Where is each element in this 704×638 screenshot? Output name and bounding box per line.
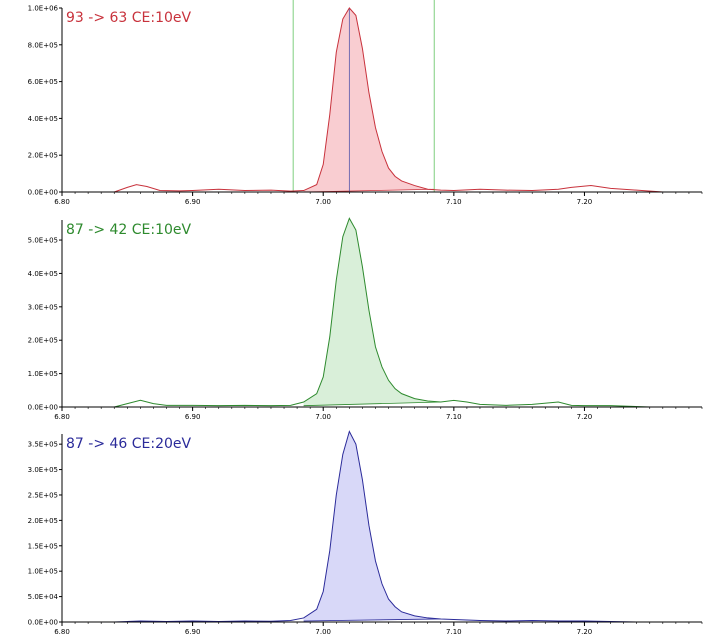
x-tick-label: 6.80	[54, 628, 70, 636]
peak-baseline	[303, 401, 441, 407]
series-line	[114, 7, 663, 193]
y-tick-label: 2.0E+05	[28, 517, 58, 525]
y-tick-label: 5.0E+04	[28, 593, 59, 601]
x-tick-label: 7.20	[577, 198, 593, 206]
y-tick-label: 0.0E+00	[28, 404, 58, 412]
x-tick-label: 7.10	[446, 198, 462, 206]
y-tick-label: 3.0E+05	[28, 466, 58, 474]
x-tick-label: 7.10	[446, 413, 462, 421]
x-tick-label: 7.00	[315, 413, 331, 421]
y-tick-label: 1.0E+05	[28, 370, 58, 378]
y-tick-label: 4.0E+05	[28, 115, 58, 123]
peak-baseline	[303, 618, 441, 622]
y-tick-label: 0.0E+00	[28, 619, 58, 627]
x-tick-label: 7.00	[315, 628, 331, 636]
x-tick-label: 7.20	[577, 628, 593, 636]
y-tick-label: 2.0E+05	[28, 152, 58, 160]
y-tick-label: 6.0E+05	[28, 78, 58, 86]
y-tick-label: 5.0E+05	[28, 237, 58, 245]
chart-title: 87 -> 42 CE:10eV	[66, 222, 192, 238]
series-line	[114, 430, 637, 623]
x-tick-label: 6.90	[185, 628, 201, 636]
x-tick-label: 7.00	[315, 198, 331, 206]
x-tick-label: 6.90	[185, 198, 201, 206]
y-tick-label: 1.0E+06	[28, 5, 59, 13]
peak-area	[303, 218, 441, 406]
y-tick-label: 8.0E+05	[28, 41, 58, 49]
chart-panel-1: 0.0E+00 2.0E+05 4.0E+05 6.0E+05 8.0E+05 1.0E+…	[28, 0, 703, 206]
y-tick-label: 2.5E+05	[28, 491, 58, 499]
peak-area	[303, 431, 441, 621]
x-tick-label: 6.90	[185, 413, 201, 421]
x-tick-label: 7.10	[446, 628, 462, 636]
y-tick-label: 3.5E+05	[28, 441, 58, 449]
chart-title: 87 -> 46 CE:20eV	[66, 436, 192, 452]
y-tick-label: 2.0E+05	[28, 337, 58, 345]
y-tick-label: 0.0E+00	[28, 189, 58, 197]
y-tick-label: 1.0E+05	[28, 568, 58, 576]
chart-panel-2: 0.0E+00 1.0E+05 2.0E+05 3.0E+05 4.0E+05 5.0E+…	[28, 217, 703, 421]
y-tick-label: 4.0E+05	[28, 270, 58, 278]
x-tick-label: 6.80	[54, 198, 70, 206]
chart-title: 93 -> 63 CE:10eV	[66, 10, 192, 26]
series-line	[114, 217, 650, 408]
x-tick-label: 7.20	[577, 413, 593, 421]
x-tick-label: 6.80	[54, 413, 70, 421]
y-tick-label: 3.0E+05	[28, 303, 58, 311]
y-tick-label: 1.5E+05	[28, 542, 58, 550]
chart-panel-3: 0.0E+00 5.0E+04 1.0E+05 1.5E+05 2.0E+05 2.5E+…	[28, 430, 703, 636]
